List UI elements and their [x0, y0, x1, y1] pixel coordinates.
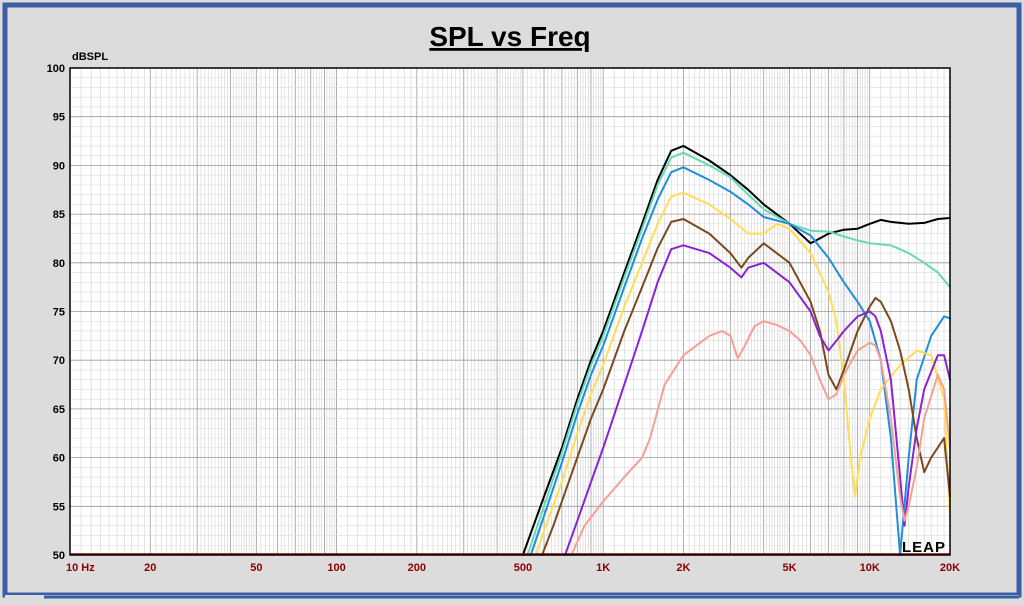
x-tick-label: 20 — [144, 562, 156, 574]
x-tick-label: 10K — [860, 562, 880, 574]
y-axis-label: dBSPL — [72, 51, 108, 63]
x-tick-label: 1K — [596, 562, 610, 574]
y-tick-label: 95 — [53, 112, 65, 124]
x-tick-label: 10 Hz — [66, 562, 95, 574]
y-tick-label: 85 — [53, 209, 65, 221]
y-axis: 50 55 60 65 70 75 80 85 90 95 100 — [47, 63, 65, 562]
series-layer — [70, 144, 951, 556]
series-line-4 — [535, 191, 951, 556]
y-tick-label: 90 — [53, 160, 65, 172]
grid — [69, 67, 951, 556]
x-tick-label: 200 — [408, 562, 426, 574]
y-tick-label: 100 — [47, 63, 65, 75]
series-line-6 — [564, 244, 951, 556]
leap-logo: LEAP — [902, 539, 946, 556]
series-line-2 — [526, 151, 951, 556]
plot-border — [69, 67, 951, 556]
x-axis: 10 Hz 20 50 100 200 500 1K 2K 5K 10K 20K — [66, 562, 960, 574]
y-tick-label: 65 — [53, 404, 65, 416]
y-tick-label: 50 — [53, 550, 65, 562]
series-line-1 — [521, 144, 951, 556]
series-line-3 — [529, 166, 951, 556]
y-tick-label: 70 — [53, 355, 65, 367]
x-tick-label: 5K — [782, 562, 796, 574]
x-tick-label: 100 — [327, 562, 345, 574]
y-tick-label: 60 — [53, 453, 65, 465]
series-line-5 — [541, 218, 951, 556]
x-tick-label: 50 — [250, 562, 262, 574]
chart-title: SPL vs Freq — [429, 21, 590, 52]
window-bottom-strip — [5, 595, 1019, 605]
x-tick-label: 20K — [940, 562, 960, 574]
y-tick-label: 75 — [53, 307, 65, 319]
y-tick-label: 55 — [53, 501, 65, 513]
y-tick-label: 80 — [53, 258, 65, 270]
x-tick-label: 500 — [514, 562, 532, 574]
x-tick-label: 2K — [676, 562, 690, 574]
series-line-7 — [570, 320, 951, 556]
